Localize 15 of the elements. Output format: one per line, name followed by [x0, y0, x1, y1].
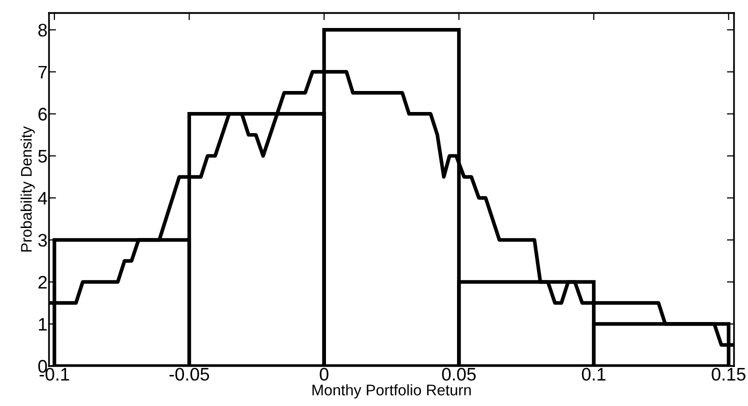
y-tick-label: 1 — [38, 318, 47, 331]
y-tick-label: 3 — [38, 234, 47, 247]
x-tick-label: 0.05 — [442, 368, 476, 381]
y-tick-label: 2 — [38, 276, 47, 288]
y-tick-label: 8 — [38, 24, 47, 37]
x-tick-label: 0.1 — [582, 368, 606, 381]
x-tick-label: 0.15 — [712, 368, 746, 381]
y-tick-label: 5 — [38, 150, 47, 163]
y-tick-label: 6 — [38, 108, 47, 121]
x-axis-title: Monthy Portfolio Return — [312, 384, 471, 398]
x-tick-label: -0.05 — [169, 368, 210, 381]
x-tick-label: 0 — [320, 368, 328, 381]
y-tick-label: 4 — [38, 192, 48, 204]
y-axis-title: Probability Density — [20, 126, 35, 252]
y-tick-label: 7 — [38, 66, 47, 78]
